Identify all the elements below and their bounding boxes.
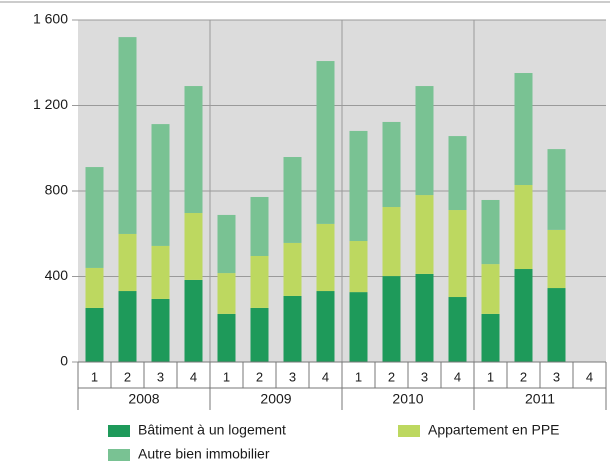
bar-segment: [448, 136, 467, 211]
bar-segment: [85, 167, 104, 268]
group-label: 2010: [392, 391, 423, 407]
group-label: 2011: [525, 391, 555, 407]
bar-segment: [349, 241, 368, 293]
bar-segment: [481, 264, 500, 314]
group-label: 2009: [260, 391, 291, 407]
x-tick-label: 4: [586, 369, 593, 384]
bar-segment: [514, 269, 533, 362]
x-tick-label: 3: [421, 369, 428, 384]
x-tick-label: 3: [289, 369, 296, 384]
x-tick-label: 1: [223, 369, 230, 384]
x-tick-label: 2: [388, 369, 395, 384]
bar-segment: [514, 73, 533, 186]
bar-segment: [151, 245, 170, 299]
bar-segment: [481, 313, 500, 362]
bar-segment: [316, 61, 335, 224]
bar-segment: [118, 291, 137, 362]
bar-segment: [349, 292, 368, 362]
y-tick-label: 0: [60, 353, 68, 369]
bar-segment: [283, 242, 302, 296]
group-label: 2008: [128, 391, 159, 407]
bar-segment: [415, 86, 434, 196]
bar-segment: [448, 210, 467, 298]
bar-segment: [250, 255, 269, 308]
bar-segment: [118, 233, 137, 292]
bar-segment: [316, 291, 335, 362]
bar-segment: [316, 223, 335, 292]
y-tick-label: 1 200: [33, 96, 68, 112]
bar-segment: [448, 297, 467, 362]
bar-segment: [382, 207, 401, 277]
bar-segment: [184, 86, 203, 214]
bar-segment: [151, 124, 170, 246]
bar-segment: [283, 157, 302, 243]
bar-segment: [118, 37, 137, 234]
legend-label: Autre bien immobilier: [138, 446, 270, 462]
y-tick-label: 800: [45, 182, 69, 198]
x-tick-label: 2: [124, 369, 131, 384]
bar-segment: [481, 199, 500, 265]
bar-segment: [547, 288, 566, 362]
x-tick-label: 3: [157, 369, 164, 384]
bar-segment: [547, 229, 566, 289]
bar-segment: [415, 195, 434, 274]
bar-segment: [250, 196, 269, 256]
bar-segment: [85, 307, 104, 362]
x-tick-label: 2: [256, 369, 263, 384]
bar-segment: [151, 298, 170, 362]
bar-segment: [547, 149, 566, 230]
bar-segment: [349, 130, 368, 242]
x-tick-label: 1: [355, 369, 362, 384]
bar-segment: [217, 313, 236, 362]
bar-segment: [184, 213, 203, 280]
legend-swatch: [398, 425, 420, 437]
x-tick-label: 3: [553, 369, 560, 384]
bar-segment: [85, 267, 104, 308]
x-tick-label: 4: [190, 369, 197, 384]
legend-label: Appartement en PPE: [428, 422, 560, 438]
bar-segment: [217, 273, 236, 314]
bar-segment: [382, 121, 401, 208]
bar-segment: [514, 185, 533, 270]
bar-segment: [184, 279, 203, 362]
y-tick-label: 400: [45, 267, 69, 283]
y-tick-label: 1 600: [33, 11, 68, 27]
x-tick-label: 1: [487, 369, 494, 384]
legend-swatch: [108, 449, 130, 461]
x-tick-label: 2: [520, 369, 527, 384]
bar-segment: [217, 214, 236, 274]
bar-segment: [382, 276, 401, 362]
x-tick-label: 4: [454, 369, 461, 384]
legend-swatch: [108, 425, 130, 437]
x-tick-label: 1: [91, 369, 98, 384]
bar-segment: [250, 307, 269, 362]
bar-segment: [415, 273, 434, 362]
bar-segment: [283, 295, 302, 362]
x-tick-label: 4: [322, 369, 329, 384]
legend-label: Bâtiment à un logement: [138, 422, 286, 438]
